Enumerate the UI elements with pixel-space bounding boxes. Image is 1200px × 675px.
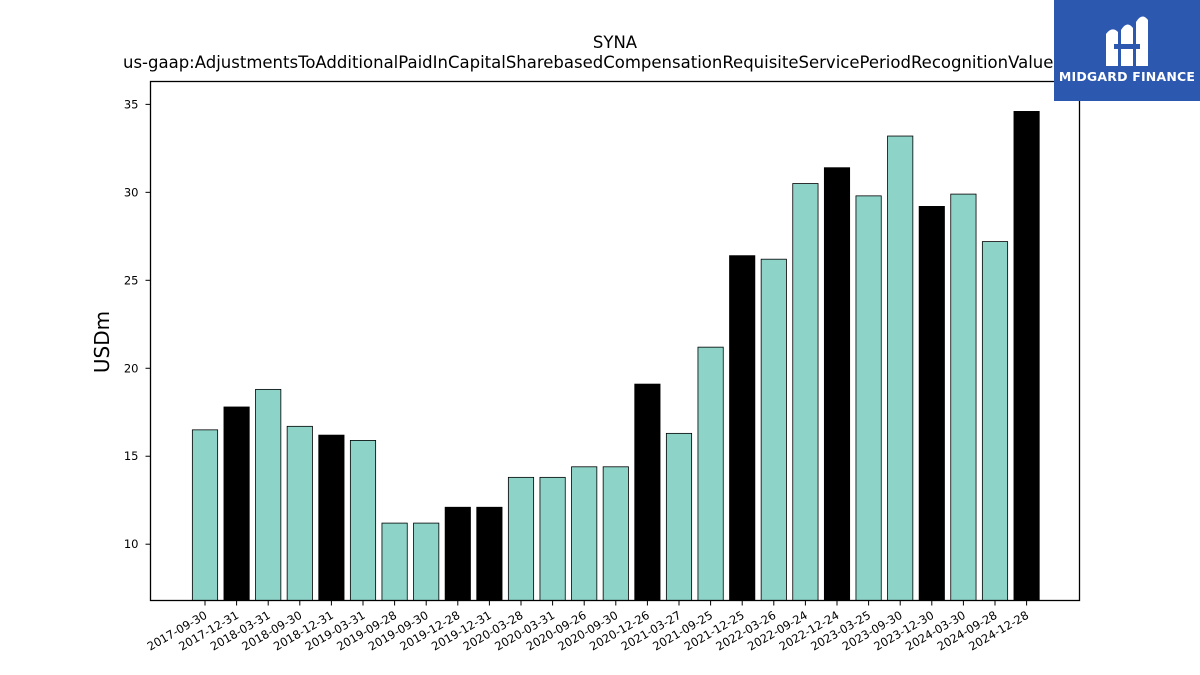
bar-2022-12-24 bbox=[823, 167, 851, 601]
bar-2017-12-31 bbox=[223, 406, 250, 601]
bar-2021-12-25 bbox=[729, 255, 756, 601]
y-tick-label: 25 bbox=[124, 273, 139, 287]
bar-2020-03-28 bbox=[507, 476, 535, 601]
bar-2021-09-25 bbox=[697, 346, 724, 601]
bar-2021-03-27 bbox=[665, 432, 693, 601]
bar-2023-09-30 bbox=[887, 135, 914, 601]
y-tick-label: 35 bbox=[124, 97, 139, 111]
chart-title: SYNA bbox=[593, 33, 638, 52]
bar-2022-09-24 bbox=[792, 183, 819, 601]
bar-2022-03-26 bbox=[760, 258, 787, 601]
bar-2024-09-28 bbox=[981, 241, 1009, 601]
plot-frame bbox=[149, 80, 1081, 602]
bars-group bbox=[191, 111, 1040, 601]
y-axis: 10 15 20 25 30 35 bbox=[124, 97, 151, 551]
y-tick-label: 10 bbox=[124, 537, 139, 551]
y-tick-label: 15 bbox=[124, 449, 139, 463]
bar-2024-03-30 bbox=[950, 193, 977, 601]
bar-2019-12-31 bbox=[476, 506, 503, 601]
bar-2024-12-28 bbox=[1013, 111, 1040, 601]
y-tick-label: 30 bbox=[124, 185, 139, 199]
y-tick-label: 20 bbox=[124, 361, 139, 375]
chart-subtitle: us-gaap:AdjustmentsToAdditionalPaidInCap… bbox=[123, 53, 1053, 72]
logo-text: MIDGARD FINANCE bbox=[1058, 69, 1196, 84]
bar-2020-09-26 bbox=[571, 466, 598, 601]
bar-2019-03-31 bbox=[349, 440, 377, 601]
bar-2019-12-28 bbox=[444, 506, 471, 601]
midgard-logo-icon bbox=[1106, 16, 1148, 67]
bar-2020-09-30 bbox=[602, 466, 629, 601]
bar-2020-03-31 bbox=[539, 476, 566, 601]
bar-2023-03-25 bbox=[855, 195, 882, 601]
bar-2019-09-30 bbox=[413, 522, 440, 601]
bar-2018-03-31 bbox=[255, 388, 282, 601]
y-axis-label: USDm bbox=[90, 311, 114, 373]
bar-2020-12-26 bbox=[634, 383, 661, 601]
x-axis: 2017-09-302017-12-312018-03-312018-09-30… bbox=[145, 600, 1031, 654]
bar-2023-12-30 bbox=[918, 206, 945, 601]
bar-2018-12-31 bbox=[318, 434, 345, 601]
bar-2018-09-30 bbox=[286, 425, 313, 601]
bar-2017-09-30 bbox=[191, 429, 219, 601]
bar-2019-09-28 bbox=[381, 522, 408, 601]
logo: MIDGARD FINANCE bbox=[1054, 0, 1200, 101]
